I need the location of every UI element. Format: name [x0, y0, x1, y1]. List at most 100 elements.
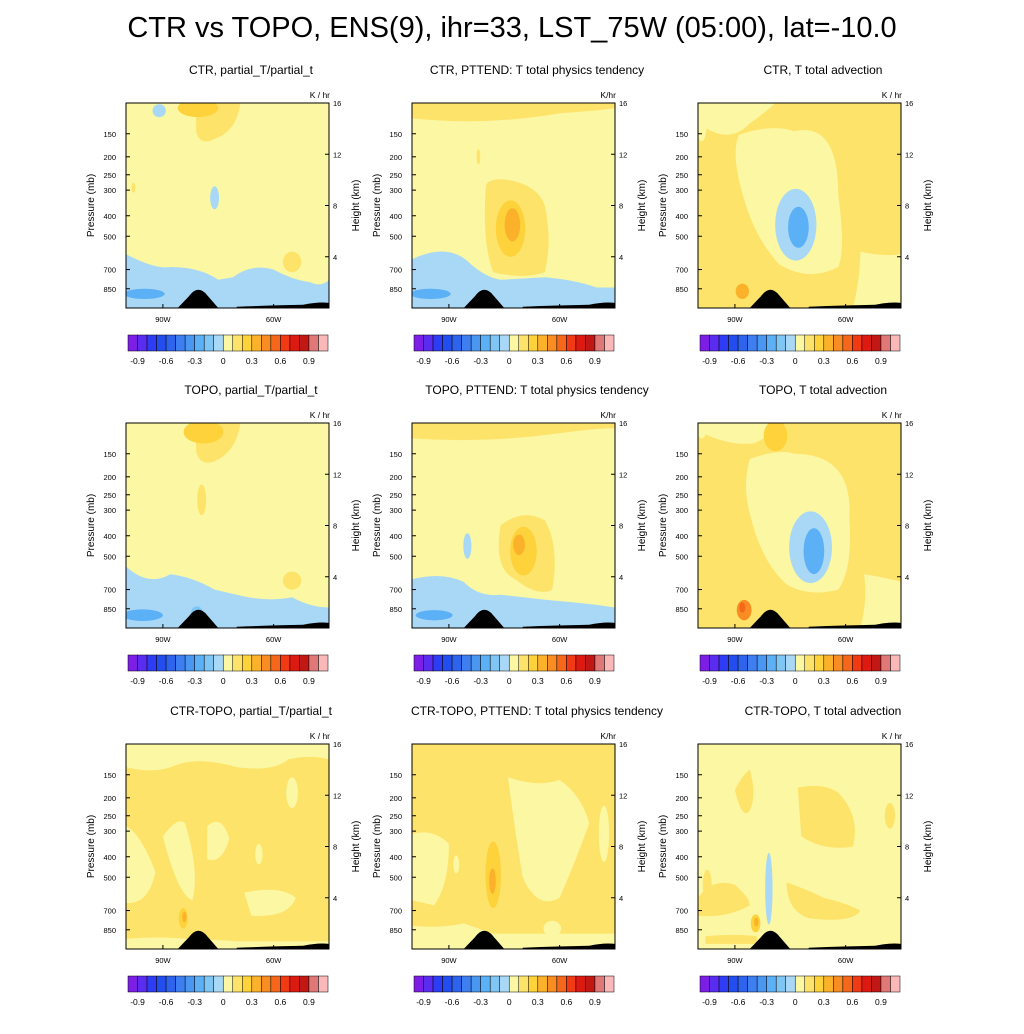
colorbar-swatch [222, 654, 234, 672]
contour-region [476, 149, 481, 165]
contour-region [735, 283, 749, 300]
lon-tick-label: 60W [838, 315, 854, 324]
colorbar-label: -0.3 [473, 356, 488, 366]
colorbar-swatch [480, 334, 491, 352]
y-axis-label: Pressure (mb) [86, 494, 97, 557]
figure-title: CTR vs TOPO, ENS(9), ihr=33, LST_75W (05… [127, 12, 897, 44]
pressure-tick-label: 150 [389, 130, 402, 139]
topography-mask [463, 609, 505, 628]
colorbar-label: -0.3 [759, 356, 774, 366]
contour-region [860, 574, 901, 628]
colorbar-swatch [470, 334, 481, 352]
pressure-tick-label: 700 [675, 266, 688, 275]
y-axis-right-label: Height (km) [637, 180, 648, 232]
contour-region [412, 251, 615, 308]
pressure-tick-label: 400 [103, 212, 116, 221]
pressure-tick-label: 300 [103, 186, 116, 195]
y-axis-label: Pressure (mb) [86, 174, 97, 237]
contour-region [244, 889, 296, 916]
colorbar-swatch [318, 975, 329, 993]
colorbar-swatch [718, 654, 729, 672]
colorbar-swatch [289, 334, 300, 352]
contour-region [797, 785, 855, 848]
panel-6: TOPO, T total advection 150 200 250 300 400 50… [658, 383, 988, 713]
pressure-tick-label: 150 [103, 450, 116, 459]
contour-region [598, 805, 610, 862]
colorbar-swatch [604, 975, 615, 993]
colorbar-swatch [280, 975, 291, 993]
contour-region [513, 534, 525, 555]
contour-region [255, 843, 263, 865]
height-tick-label: 12 [905, 791, 913, 800]
contour-region [126, 744, 329, 949]
height-tick-label: 16 [905, 740, 913, 749]
colorbar-swatch [556, 334, 567, 352]
contour-region [152, 104, 166, 118]
colorbar-swatch [184, 975, 195, 993]
y-axis-right-label: Height (km) [923, 821, 934, 873]
contour-region [412, 288, 451, 300]
colorbar-swatch [232, 975, 243, 993]
pressure-tick-label: 250 [675, 491, 688, 500]
panel-7: CTR-TOPO, partial_T/partial_t 150 200 250 30… [86, 704, 416, 1034]
colorbar-swatch [861, 334, 872, 352]
pressure-tick-label: 300 [675, 506, 688, 515]
colorbar-label: 0.9 [589, 997, 601, 1007]
height-tick-label: 16 [619, 419, 627, 428]
colorbar-swatch [489, 654, 500, 672]
pressure-tick-label: 300 [103, 827, 116, 836]
lon-tick-label: 90W [441, 315, 457, 324]
colorbar-swatch [127, 654, 138, 672]
units-label: K / hr [882, 410, 902, 420]
lon-tick-label: 60W [552, 956, 568, 965]
contour-plot: 150 200 250 300 400 500 700 850 4 8 12 16 90W 60W Pres… [658, 90, 934, 366]
height-tick-label: 12 [333, 470, 341, 479]
contour-region [884, 802, 896, 829]
colorbar-swatch [461, 975, 472, 993]
pressure-tick-label: 400 [389, 212, 402, 221]
topography-mask [749, 930, 791, 949]
lon-tick-label: 60W [838, 635, 854, 644]
colorbar-label: 0.3 [818, 997, 830, 1007]
colorbar-label: 0.9 [875, 356, 887, 366]
units-label: K / hr [310, 731, 330, 741]
height-tick-label: 16 [333, 419, 341, 428]
colorbar-swatch [537, 975, 548, 993]
colorbar-swatch [242, 975, 253, 993]
pressure-tick-label: 200 [103, 794, 116, 803]
panel-title: TOPO, T total advection [758, 383, 888, 397]
pressure-tick-label: 200 [675, 153, 688, 162]
colorbar-swatch [814, 975, 825, 993]
contour-plot: 150 200 250 300 400 500 700 850 4 8 12 16 90W 60W Pres… [372, 90, 648, 366]
height-tick-label: 8 [333, 522, 337, 531]
colorbar-swatch [537, 334, 548, 352]
pressure-tick-label: 500 [103, 232, 116, 241]
contour-region [126, 826, 156, 904]
colorbar-swatch [728, 654, 739, 672]
colorbar-swatch [194, 334, 205, 352]
contour-fills [698, 744, 901, 949]
colorbar-swatch [756, 654, 767, 672]
colorbar-label: 0.6 [560, 676, 572, 686]
topography-mask [808, 622, 901, 628]
colorbar-swatch [699, 654, 710, 672]
contour-fills [698, 423, 901, 628]
pressure-tick-label: 850 [675, 605, 688, 614]
pressure-tick-label: 850 [103, 605, 116, 614]
lon-tick-label: 90W [155, 956, 171, 965]
y-axis-right-label: Height (km) [923, 500, 934, 552]
panel-1: CTR, partial_T/partial_t 150 200 250 300 400 5… [86, 63, 416, 393]
colorbar-swatch [699, 975, 710, 993]
contour-region [463, 533, 472, 559]
colorbar-label: 0.9 [303, 676, 315, 686]
pressure-tick-label: 200 [103, 473, 116, 482]
contour-region [803, 528, 825, 575]
colorbar-swatch [890, 654, 901, 672]
lon-tick-label: 90W [727, 635, 743, 644]
units-label: K / hr [882, 731, 902, 741]
colorbar-swatch [823, 654, 834, 672]
height-tick-label: 4 [619, 894, 623, 903]
colorbar-swatch [137, 654, 148, 672]
y-axis-label: Pressure (mb) [86, 815, 97, 878]
contour-region [412, 832, 449, 906]
